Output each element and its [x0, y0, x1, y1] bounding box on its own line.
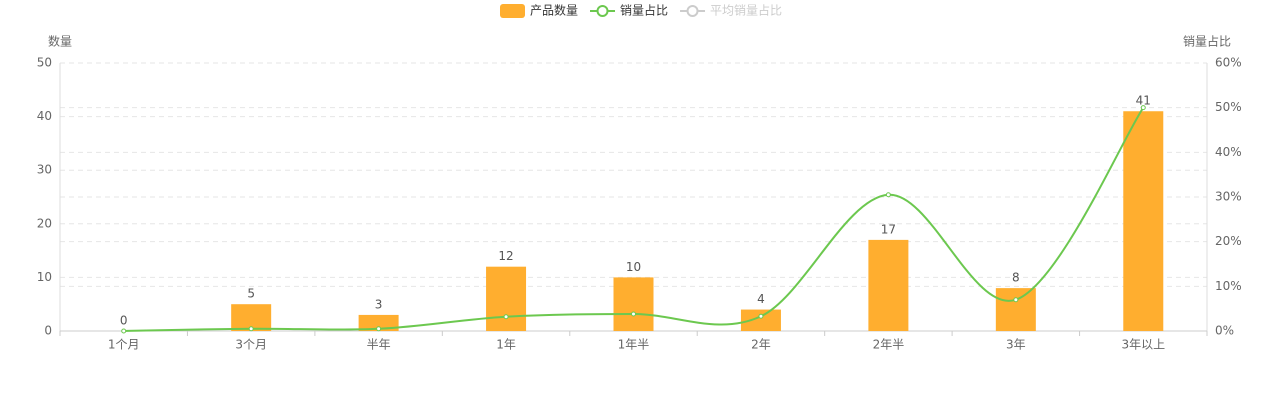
data-label: 8 — [1012, 271, 1020, 285]
y2-tick-label: 10% — [1215, 279, 1242, 293]
legend-icon — [596, 5, 609, 17]
data-label: 3 — [375, 297, 383, 311]
bar — [1123, 111, 1164, 332]
y2-tick-label: 60% — [1215, 56, 1242, 70]
y-axis-title: 数量 — [48, 34, 72, 49]
y2-tick-label: 40% — [1215, 145, 1242, 159]
data-label: 17 — [881, 222, 896, 236]
bar — [613, 277, 654, 331]
y2-tick-label: 30% — [1215, 190, 1242, 204]
legend-label[interactable]: 平均销量占比 — [710, 3, 782, 18]
data-label: 4 — [757, 292, 765, 306]
y-tick-label: 40 — [37, 109, 52, 123]
y-tick-label: 0 — [44, 324, 52, 338]
line — [123, 107, 1145, 332]
y-tick-label: 20 — [37, 216, 52, 230]
bar — [868, 239, 909, 331]
data-label: 0 — [120, 314, 128, 328]
x-tick-label: 1年半 — [618, 338, 650, 352]
x-tick-label: 2年半 — [873, 338, 905, 352]
y-tick-label: 30 — [37, 163, 52, 177]
x-tick-label: 3个月 — [235, 338, 267, 352]
data-label: 41 — [1136, 94, 1151, 108]
y2-axis-title: 销量占比 — [1183, 34, 1231, 49]
bar — [486, 266, 527, 331]
data-label: 12 — [498, 249, 513, 263]
line-point — [503, 314, 509, 320]
line-point — [1013, 297, 1019, 303]
x-tick-label: 2年 — [751, 338, 771, 352]
line-point — [631, 311, 636, 317]
line-point — [758, 313, 764, 319]
line-point — [121, 328, 127, 334]
legend-icon — [686, 5, 699, 17]
y-tick-label: 10 — [37, 270, 52, 284]
line-point — [1140, 105, 1146, 111]
bar — [995, 288, 1036, 331]
y-tick-label: 50 — [37, 56, 52, 70]
bar — [358, 314, 399, 331]
data-label: 5 — [247, 287, 255, 301]
legend-label[interactable]: 销量占比 — [620, 3, 668, 18]
y2-tick-label: 50% — [1215, 100, 1242, 114]
data-label: 10 — [626, 260, 641, 274]
x-tick-label: 半年 — [367, 338, 391, 352]
y2-tick-label: 0% — [1215, 324, 1234, 338]
y2-tick-label: 20% — [1215, 234, 1242, 248]
legend-label[interactable]: 产品数量 — [530, 3, 578, 18]
line-point — [376, 326, 382, 332]
x-tick-label: 3年以上 — [1121, 338, 1165, 352]
x-tick-label: 1个月 — [108, 338, 140, 352]
line-point — [885, 192, 891, 198]
x-tick-label: 3年 — [1006, 338, 1026, 352]
x-tick-label: 1年 — [496, 338, 516, 352]
line-point — [248, 326, 254, 332]
legend-icon — [500, 4, 525, 18]
bar — [740, 309, 781, 331]
